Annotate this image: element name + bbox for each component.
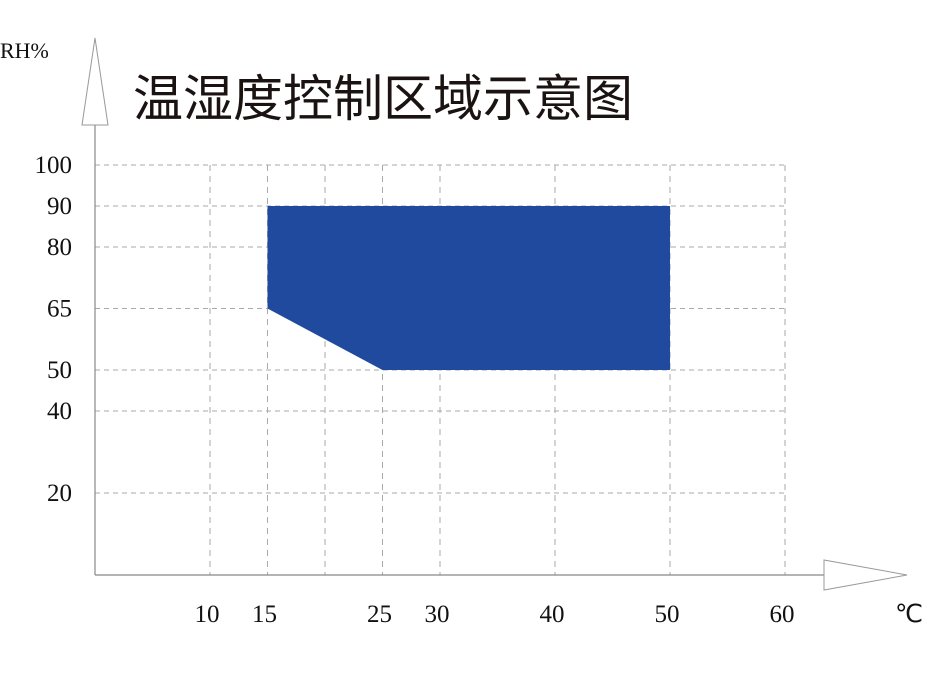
x-tick-label: 60 xyxy=(770,601,795,628)
y-axis-arrow-icon xyxy=(81,37,109,126)
control-region xyxy=(267,206,670,370)
x-tick-label: 40 xyxy=(540,601,565,628)
y-tick-label: 80 xyxy=(47,234,72,261)
chart-title: 温湿度控制区域示意图 xyxy=(133,70,633,128)
tick-labels: 20 40 50 65 80 90 100 10 15 25 30 40 50 60 xyxy=(35,152,795,628)
x-axis-arrow-icon xyxy=(823,559,908,591)
y-tick-label: 100 xyxy=(35,152,73,179)
x-tick-label: 30 xyxy=(425,601,450,628)
x-tick-label: 15 xyxy=(252,601,277,628)
y-tick-label: 20 xyxy=(47,480,72,507)
x-axis-label: ℃ xyxy=(895,601,923,628)
axes xyxy=(81,37,908,591)
y-tick-label: 50 xyxy=(47,357,72,384)
x-tick-label: 50 xyxy=(655,601,680,628)
y-axis-label: RH% xyxy=(0,38,49,63)
y-tick-label: 65 xyxy=(47,296,72,323)
x-tick-label: 10 xyxy=(195,601,220,628)
x-tick-label: 25 xyxy=(367,601,392,628)
y-tick-label: 40 xyxy=(47,398,72,425)
y-tick-label: 90 xyxy=(47,193,72,220)
